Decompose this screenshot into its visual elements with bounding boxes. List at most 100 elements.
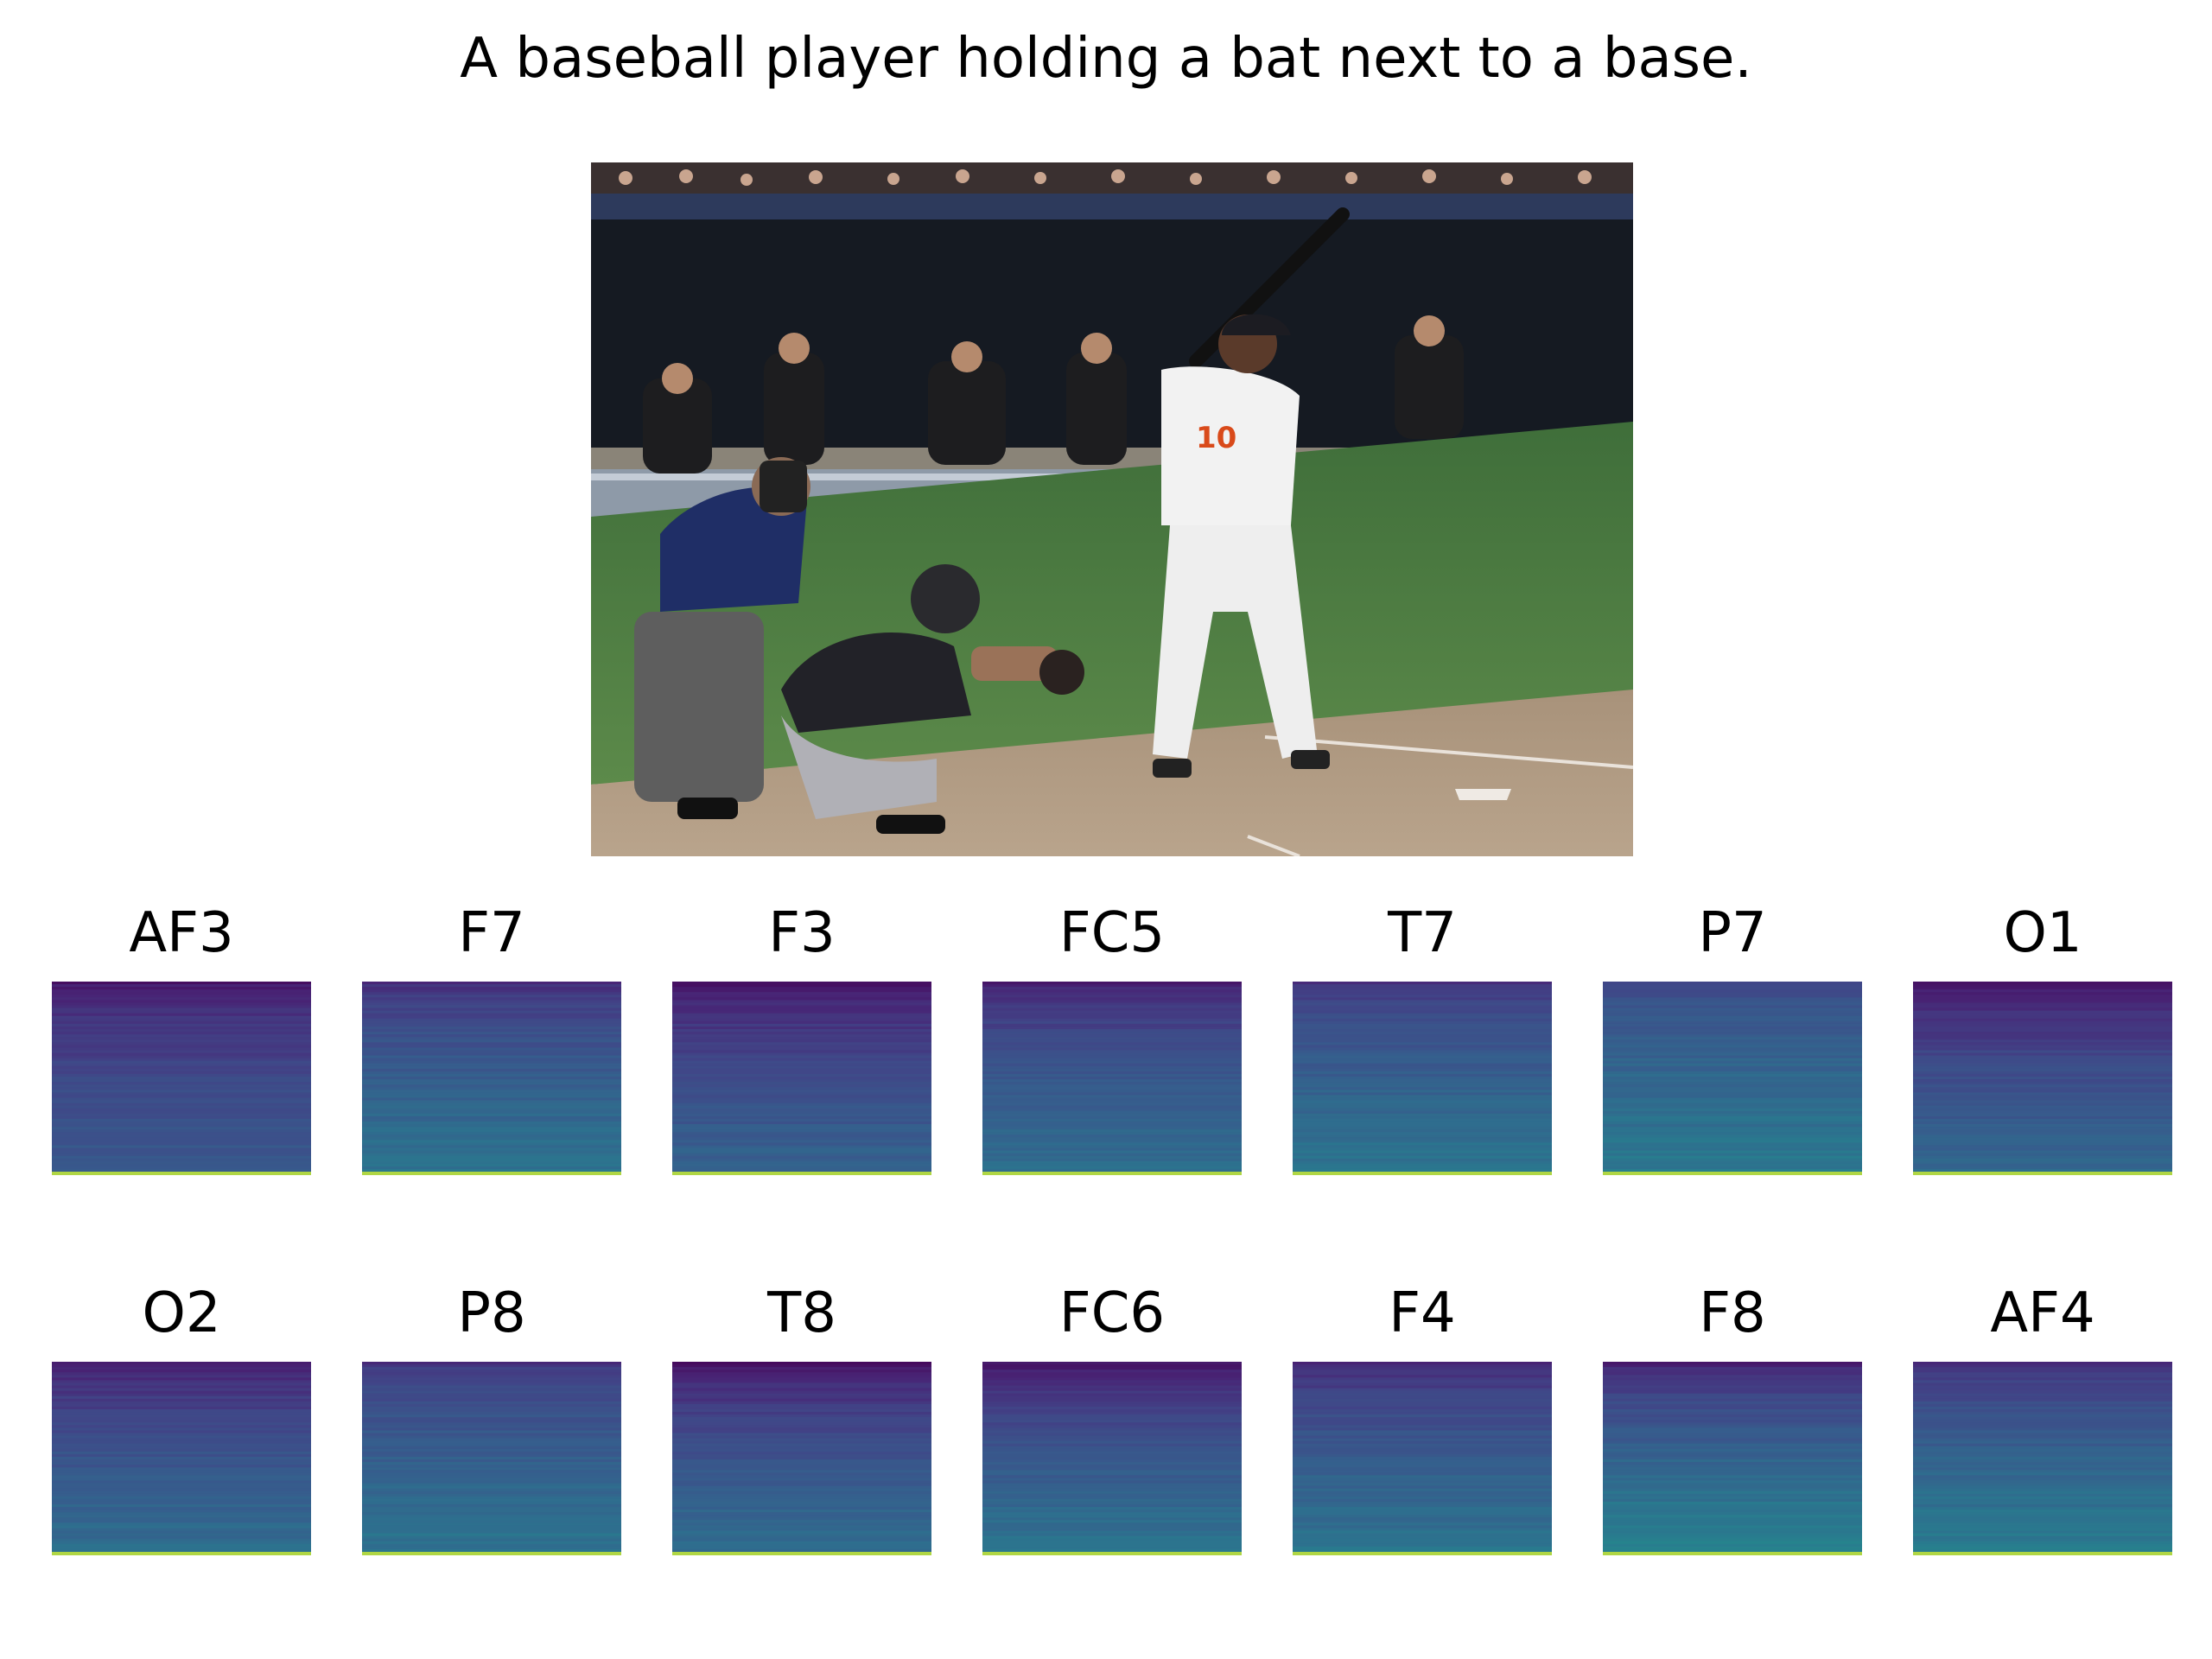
heatmap-row — [362, 1158, 621, 1162]
heatmap-row — [52, 1377, 311, 1381]
heatmap-row — [1913, 1077, 2172, 1080]
heatmap-row — [1603, 1034, 1862, 1038]
heatmap-p7 — [1603, 982, 1862, 1175]
heatmap-row — [1913, 1430, 2172, 1434]
heatmap-row — [982, 1510, 1242, 1513]
heatmap-row — [672, 989, 931, 993]
heatmap-row — [362, 1155, 621, 1160]
heatmap-row — [52, 995, 311, 998]
heatmap-row — [1603, 1095, 1862, 1099]
heatmap-row — [1293, 1528, 1552, 1532]
heatmap-row — [1293, 1443, 1552, 1447]
heatmap-row — [982, 1145, 1242, 1149]
heatmap-row — [52, 1412, 311, 1415]
heatmap-row — [1913, 1160, 2172, 1165]
heatmap-row — [1293, 1507, 1552, 1510]
heatmap-row — [1293, 1435, 1552, 1440]
heatmap-row — [1603, 1077, 1862, 1080]
heatmap-f7 — [362, 982, 621, 1175]
heatmap-row — [982, 1168, 1242, 1173]
heatmap-row — [362, 1465, 621, 1468]
heatmap-row — [1913, 1388, 2172, 1392]
heatmap-row — [1913, 1020, 2172, 1025]
heatmap-row — [672, 1403, 931, 1408]
heatmap-row — [1913, 1055, 2172, 1059]
heatmap-row — [362, 1403, 621, 1408]
heatmap-row — [672, 1079, 931, 1083]
heatmap-row — [1913, 1118, 2172, 1122]
heatmap-row — [1913, 1433, 2172, 1437]
heatmap-row — [1293, 1110, 1552, 1115]
heatmap-row — [52, 1491, 311, 1495]
heatmap-row — [1603, 1420, 1862, 1423]
heatmap-row-peak — [52, 1552, 311, 1555]
heatmap-row — [1913, 1443, 2172, 1447]
heatmap-row — [1603, 1385, 1862, 1389]
heatmap-row — [672, 1060, 931, 1065]
heatmap-row — [362, 1538, 621, 1542]
heatmap-row — [52, 1007, 311, 1012]
heatmap-row — [52, 1403, 311, 1408]
heatmap-row — [1603, 1512, 1862, 1516]
heatmap-row — [1293, 1372, 1552, 1376]
heatmap-row — [1913, 1538, 2172, 1542]
heatmap-row — [1293, 1414, 1552, 1418]
heatmap-row — [1603, 1406, 1862, 1410]
heatmap-row — [982, 1459, 1242, 1463]
heatmap-row — [52, 1512, 311, 1516]
heatmap-row — [982, 1541, 1242, 1545]
heatmap-row — [362, 1382, 621, 1387]
heatmap-row — [1913, 1465, 2172, 1468]
heatmap-row — [1293, 1060, 1552, 1065]
heatmap-row — [1603, 1388, 1862, 1392]
heatmap-row — [1603, 1103, 1862, 1107]
heatmap-row — [982, 1007, 1242, 1012]
heatmap-row — [362, 1533, 621, 1537]
heatmap-t8 — [672, 1362, 931, 1555]
heatmap-row — [1603, 982, 1862, 985]
heatmap-row — [362, 1401, 621, 1405]
heatmap-row — [672, 1417, 931, 1421]
heatmap-row — [1603, 1150, 1862, 1154]
heatmap-row — [52, 1018, 311, 1022]
heatmap-row — [1913, 1491, 2172, 1495]
heatmap-row — [1603, 1517, 1862, 1521]
heatmap-row — [362, 1110, 621, 1115]
heatmap-row — [362, 1037, 621, 1040]
heatmap-row — [52, 1010, 311, 1014]
heatmap-row — [1293, 992, 1552, 995]
heatmap-row — [672, 1459, 931, 1463]
heatmap-row — [1603, 1412, 1862, 1415]
panel-title-p8: P8 — [457, 1281, 526, 1345]
heatmap-row — [52, 1132, 311, 1135]
heatmap-row — [1913, 1530, 2172, 1535]
heatmap-row — [1603, 1060, 1862, 1065]
panel-title-o1: O1 — [2003, 901, 2082, 965]
heatmap-row — [1603, 1501, 1862, 1505]
heatmap-row — [1913, 1401, 2172, 1405]
heatmap-row — [672, 1058, 931, 1062]
heatmap-row — [1293, 1155, 1552, 1160]
heatmap-row — [982, 1425, 1242, 1428]
heatmap-row — [52, 1050, 311, 1054]
heatmap-row — [672, 1013, 931, 1017]
heatmap-row — [672, 1393, 931, 1397]
heatmap-row — [1913, 1435, 2172, 1440]
heatmap-row-peak — [1293, 1172, 1552, 1175]
heatmap-row — [1603, 1116, 1862, 1120]
heatmap-row — [1913, 1498, 2172, 1503]
heatmap-row — [672, 1045, 931, 1048]
heatmap-row — [1603, 1522, 1862, 1527]
heatmap-row — [982, 1045, 1242, 1048]
heatmap-p8 — [362, 1362, 621, 1555]
heatmap-row — [982, 1465, 1242, 1468]
heatmap-row — [1603, 1393, 1862, 1397]
heatmap-row — [1293, 1403, 1552, 1408]
heatmap-row — [52, 1498, 311, 1503]
heatmap-row — [1603, 1453, 1862, 1458]
heatmap-row — [1293, 1427, 1552, 1432]
heatmap-row — [1603, 1052, 1862, 1057]
heatmap-row — [362, 1118, 621, 1122]
heatmap-row — [1913, 1510, 2172, 1513]
heatmap-row — [1603, 1166, 1862, 1170]
